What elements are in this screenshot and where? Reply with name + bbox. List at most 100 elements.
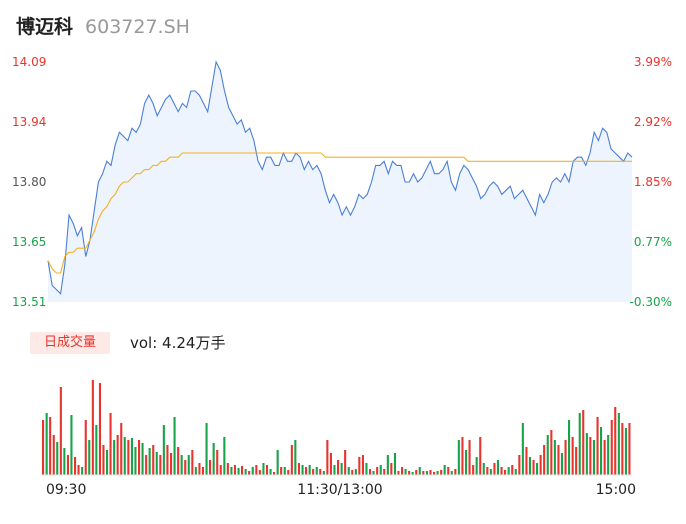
- volume-bar: [493, 463, 496, 475]
- volume-bar: [95, 425, 98, 475]
- volume-bar: [532, 460, 535, 475]
- volume-bar: [297, 463, 300, 475]
- volume-bar: [148, 448, 151, 475]
- volume-bar: [511, 465, 514, 475]
- volume-bar: [468, 440, 471, 475]
- volume-bar: [358, 457, 361, 475]
- volume-bar: [379, 465, 382, 475]
- volume-bar: [120, 423, 123, 475]
- volume-bar: [333, 465, 336, 475]
- volume-bar: [319, 469, 322, 475]
- volume-bar: [536, 463, 539, 475]
- volume-bar: [390, 463, 393, 475]
- volume-bar: [265, 465, 268, 475]
- volume-bar: [607, 435, 610, 475]
- price-tick-label: 13.94: [12, 115, 47, 129]
- price-tick-label: 13.80: [12, 175, 47, 189]
- price-tick-label: 13.51: [12, 295, 47, 309]
- volume-bar: [42, 420, 45, 475]
- volume-bar: [329, 453, 332, 475]
- volume-bar: [305, 467, 308, 475]
- volume-bar: [582, 410, 585, 475]
- volume-bar: [198, 463, 201, 475]
- volume-bar: [393, 453, 396, 475]
- volume-bar: [337, 460, 340, 475]
- volume-bar: [628, 423, 631, 475]
- volume-bar: [383, 469, 386, 475]
- volume-bar: [219, 465, 222, 475]
- volume-bar: [152, 445, 155, 475]
- price-tick-label: 14.09: [12, 55, 47, 69]
- volume-bar: [287, 470, 290, 475]
- volume-bar: [155, 452, 158, 475]
- volume-bar: [248, 471, 251, 475]
- volume-bar: [91, 380, 94, 475]
- stock-header: 博迈科 603727.SH: [16, 12, 190, 39]
- volume-bar: [369, 469, 372, 475]
- volume-bar: [59, 387, 62, 475]
- volume-bar: [457, 440, 460, 475]
- volume-bar: [514, 469, 517, 475]
- volume-bar: [489, 469, 492, 475]
- volume-bar: [109, 413, 112, 475]
- volume-bar: [66, 455, 69, 475]
- volume-bar: [425, 471, 428, 475]
- volume-bar: [241, 466, 244, 475]
- volume-bar: [237, 468, 240, 475]
- volume-bar: [84, 420, 87, 475]
- volume-bar: [543, 445, 546, 475]
- volume-total: vol: 4.24万手: [130, 334, 226, 352]
- volume-bar: [504, 470, 507, 475]
- volume-bar: [347, 467, 350, 475]
- time-axis-label: 09:30: [46, 482, 87, 498]
- volume-bar: [585, 433, 588, 475]
- volume-bar: [130, 438, 133, 475]
- volume-tab[interactable]: 日成交量: [30, 332, 110, 354]
- volume-bar: [553, 440, 556, 475]
- volume-bar: [194, 467, 197, 475]
- time-axis-label: 15:00: [595, 482, 636, 498]
- volume-bar: [592, 440, 595, 475]
- volume-bar: [98, 383, 101, 475]
- volume-bar: [74, 457, 77, 475]
- pct-tick-label: 0.77%: [633, 235, 672, 249]
- volume-bar: [525, 447, 528, 475]
- volume-bar: [361, 455, 364, 475]
- volume-bar: [283, 467, 286, 475]
- stock-name: 博迈科: [16, 16, 74, 38]
- volume-bar: [212, 443, 215, 475]
- volume-bar: [372, 471, 375, 475]
- volume-bar: [610, 420, 613, 475]
- volume-bar: [226, 463, 229, 475]
- volume-bar: [539, 455, 542, 475]
- volume-bar: [166, 445, 169, 475]
- volume-bar: [315, 467, 318, 475]
- volume-bar: [88, 440, 91, 475]
- volume-bar: [461, 437, 464, 475]
- volume-bar: [244, 469, 247, 475]
- volume-bar: [223, 437, 226, 475]
- volume-bar: [614, 407, 617, 475]
- volume-bar: [571, 437, 574, 475]
- volume-bar: [209, 460, 212, 475]
- volume-bar: [301, 465, 304, 475]
- volume-bar: [415, 470, 418, 475]
- volume-bar: [401, 467, 404, 475]
- volume-bar: [230, 467, 233, 475]
- volume-bar: [177, 447, 180, 475]
- volume-bar: [603, 440, 606, 475]
- volume-bar: [500, 467, 503, 475]
- volume-bar: [486, 467, 489, 475]
- volume-bar: [496, 460, 499, 475]
- pct-tick-label: -0.30%: [629, 295, 672, 309]
- volume-bar: [397, 471, 400, 475]
- volume-bar: [589, 437, 592, 475]
- volume-bar: [340, 463, 343, 475]
- volume-bar: [550, 430, 553, 475]
- volume-bar: [472, 465, 475, 475]
- volume-bar: [45, 413, 48, 475]
- volume-bar: [138, 440, 141, 475]
- volume-bar: [596, 417, 599, 475]
- volume-bar: [273, 472, 276, 475]
